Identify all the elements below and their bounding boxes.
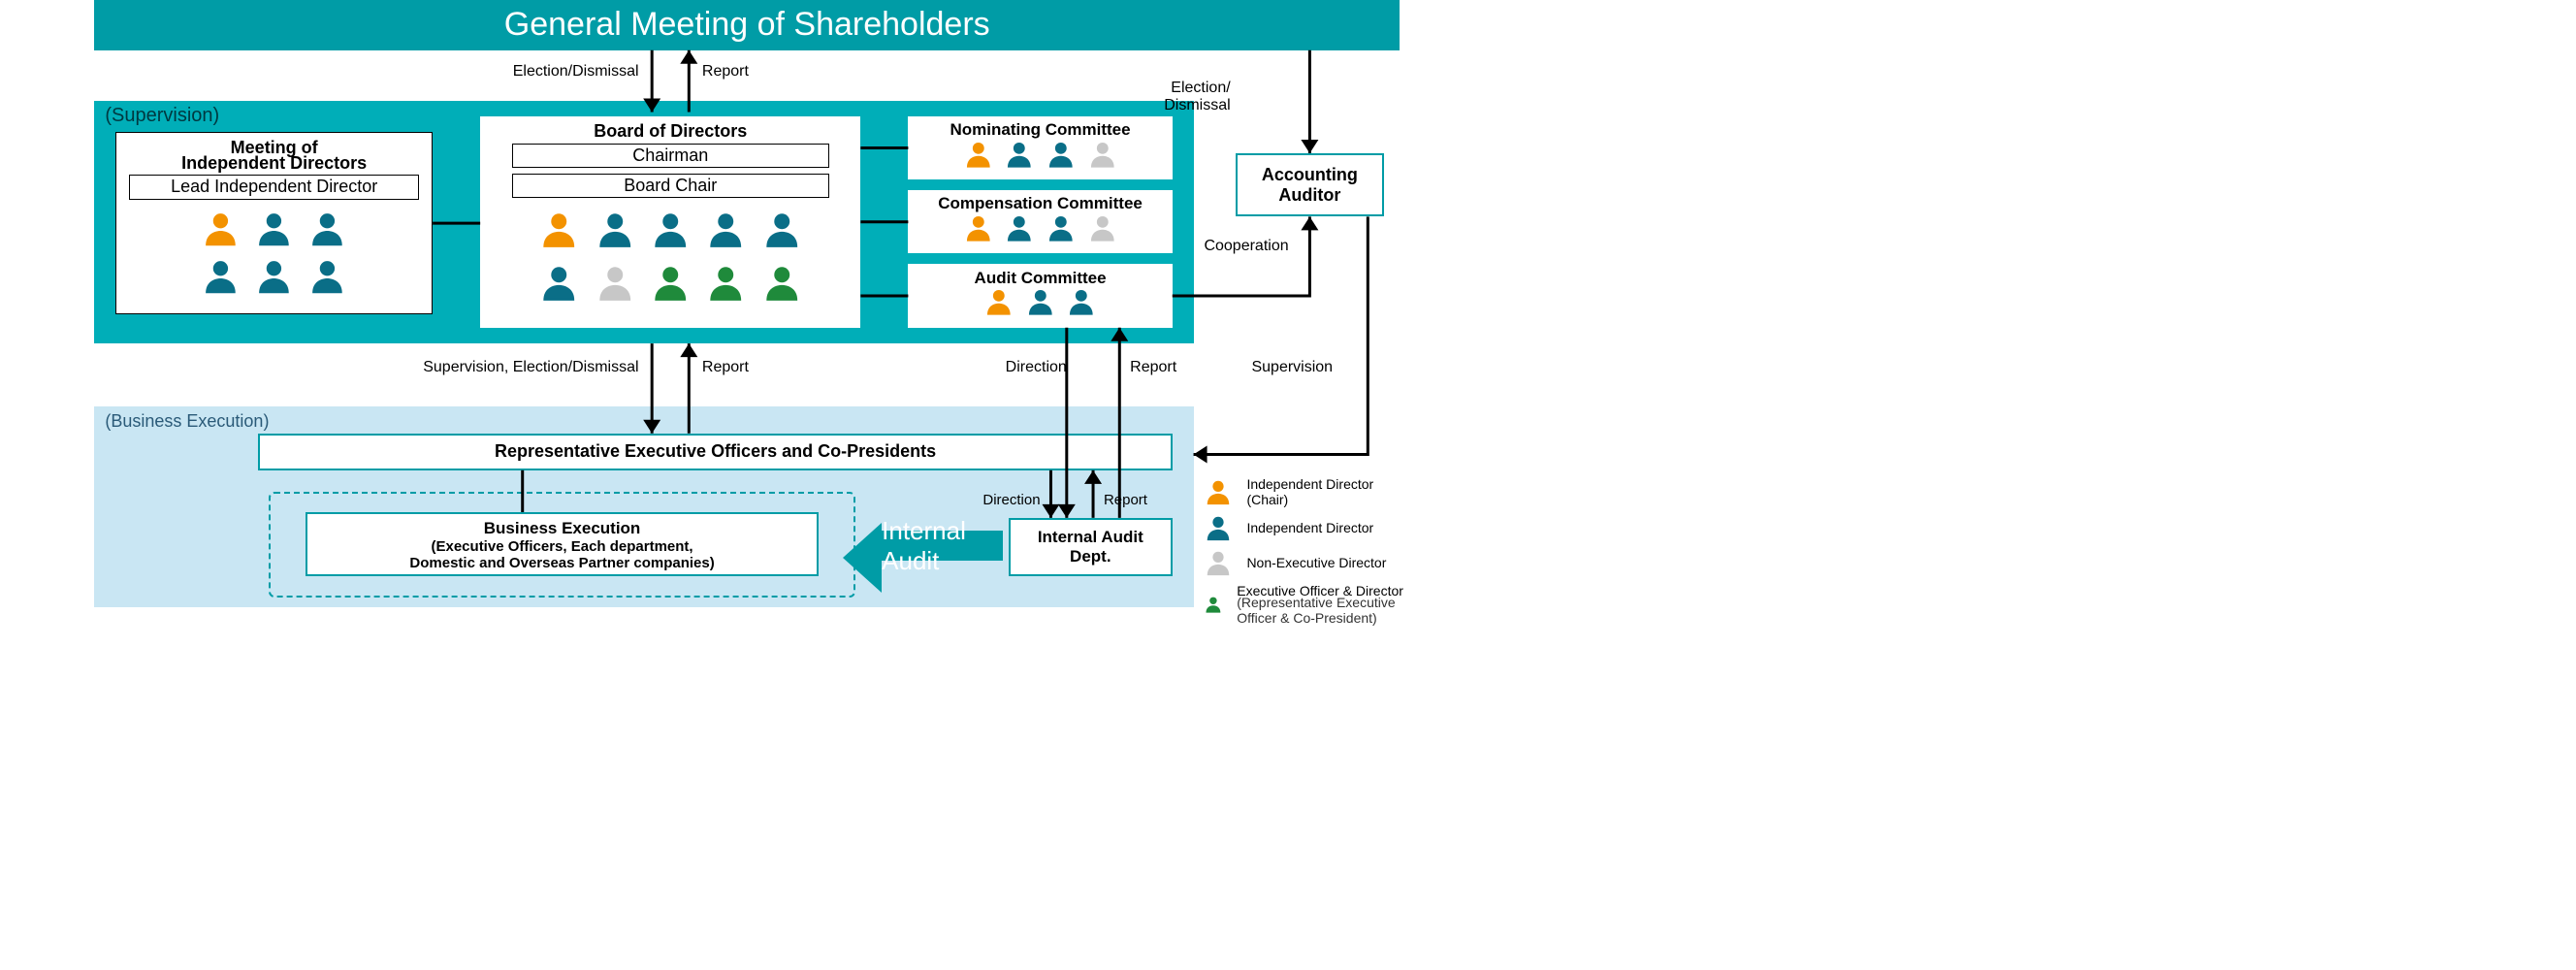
legend-item: Independent Director(Chair) (1204, 476, 1436, 507)
legend-item: Executive Officer & Director(Representat… (1204, 583, 1436, 626)
person-icon (1204, 477, 1233, 506)
legend-item: Independent Director (1204, 513, 1436, 542)
person-icon (1204, 590, 1223, 619)
person-icon (1204, 513, 1233, 542)
person-icon (1204, 548, 1233, 577)
legend: Independent Director(Chair) Independent … (1204, 470, 1436, 619)
legend-item: Non-Executive Director (1204, 548, 1436, 577)
